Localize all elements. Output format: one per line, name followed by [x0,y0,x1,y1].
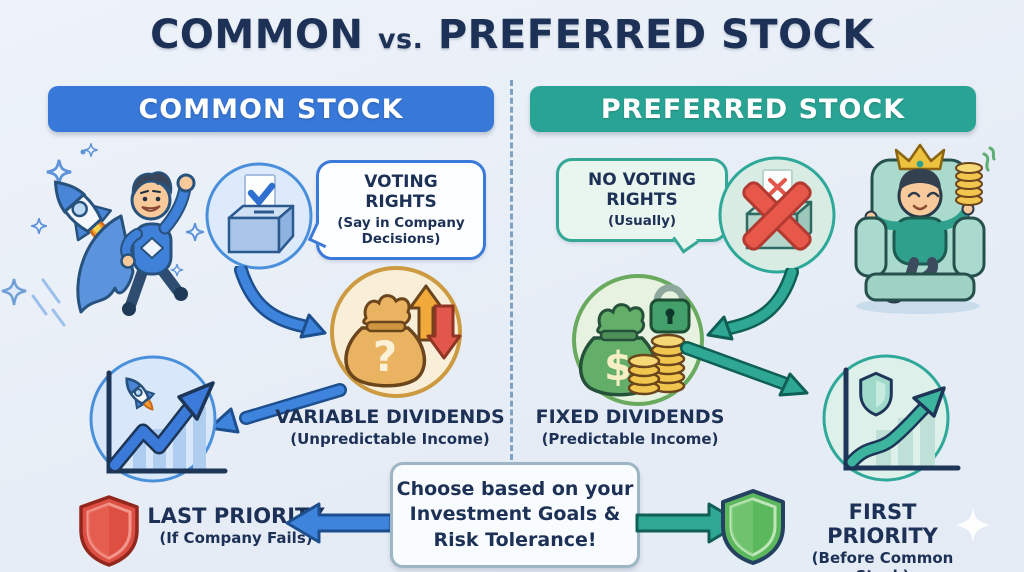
sparkle-icon [0,276,28,308]
check-icon [247,182,276,206]
fixed-dividends-subtitle: (Predictable Income) [541,430,719,448]
rocket-icon [125,377,156,411]
no-voting-rights-subtitle: (Usually) [607,213,677,230]
speed-lines [31,278,66,327]
title-word-preferred: PREFERRED STOCK [437,12,874,58]
superhero-character [76,171,196,316]
shield-icon [859,371,893,417]
first-priority-caption: FIRST PRIORITY (Before Common Stock) [790,500,975,572]
last-priority-subtitle: (If Company Fails) [159,529,313,547]
ballot-box-x-icon [716,154,838,276]
arrow-to-common-priority [283,500,395,546]
page-title: COMMON vs. PREFERRED STOCK [0,12,1024,58]
crowned-investor-illustration [836,138,1001,318]
red-x-icon [742,181,812,251]
sparkle-icon [952,504,994,546]
red-shield-icon [76,494,142,568]
first-priority-subtitle: (Before Common Stock) [811,549,954,572]
question-mark-glyph: ? [373,332,397,381]
coin-stack-icon [955,162,983,206]
preferred-stock-header: PREFERRED STOCK [530,86,976,132]
coin-stacks-icon [627,333,686,396]
common-stock-header-label: COMMON STOCK [138,93,404,125]
fixed-dividends-title: FIXED DIVIDENDS [535,406,725,428]
steady-growth-chart-icon [810,346,965,494]
voting-rights-bubble: VOTING RIGHTS (Say in Company Decisions) [307,160,486,261]
title-vs: vs. [377,24,424,55]
superhero-rocket-illustration [25,138,215,338]
down-arrow-icon [426,304,462,360]
crown-icon [894,143,946,171]
first-priority-title: FIRST PRIORITY [827,500,938,548]
center-note-box: Choose based on your Investment Goals & … [390,462,640,568]
fixed-dividends-caption: FIXED DIVIDENDS (Predictable Income) [512,406,748,448]
last-priority-caption: LAST PRIORITY (If Company Fails) [146,504,326,547]
padlock-icon [649,284,691,334]
dollar-sign-glyph: $ [604,344,632,390]
straight-arrow-preferred [675,335,820,407]
growth-chart-rocket-icon [75,345,235,495]
common-stock-header: COMMON STOCK [48,86,494,132]
variable-dividends-title: VARIABLE DIVIDENDS [275,406,505,428]
straight-arrow-common [196,378,356,440]
preferred-stock-header-label: PREFERRED STOCK [600,93,906,125]
center-divider [510,80,513,460]
fixed-dividends-icon: $ [562,262,714,414]
variable-dividends-subtitle: (Unpredictable Income) [290,430,490,448]
center-note-line2: Investment Goals & [409,503,621,526]
variable-dividends-icon: ? [326,262,466,402]
voting-rights-title: VOTING RIGHTS [364,172,438,212]
center-note-line3: Risk Tolerance! [433,528,597,551]
rocket-icon [53,180,114,247]
curved-arrow-preferred [696,268,808,346]
green-shield-icon [718,488,788,566]
center-note-line1: Choose based on your [396,478,634,501]
curved-arrow-common [225,266,337,344]
voting-rights-subtitle: (Say in Company Decisions) [337,215,465,248]
money-bag-question-icon: ? [344,294,427,388]
variable-dividends-caption: VARIABLE DIVIDENDS (Unpredictable Income… [272,406,508,448]
armchair-seat [864,272,976,302]
armrest-right [952,216,986,278]
no-voting-rights-bubble: NO VOTING RIGHTS (Usually) [556,158,728,255]
no-voting-rights-title: NO VOTING RIGHTS [587,170,696,210]
money-scent-squiggle [982,146,996,172]
title-word-common: COMMON [150,12,364,58]
ballot-box-check-icon [203,160,315,272]
bubble-tail [672,227,699,255]
armrest-left [854,216,888,278]
arrow-to-preferred-priority [633,500,745,546]
